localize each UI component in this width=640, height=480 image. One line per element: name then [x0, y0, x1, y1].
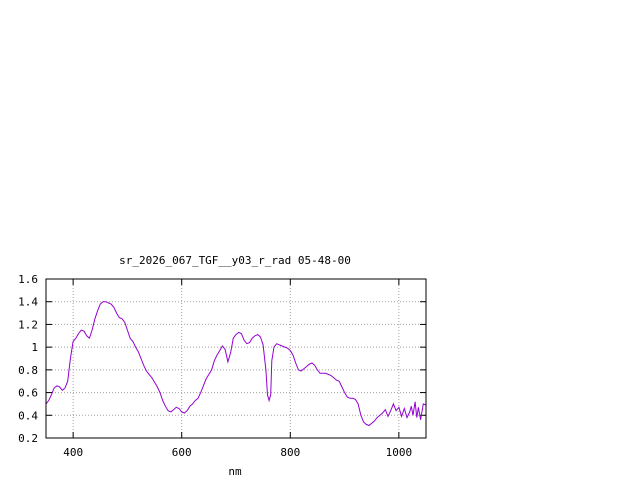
y-tick-label: 0.2 — [18, 432, 38, 445]
plot-frame — [45, 278, 427, 439]
y-tick-label: 0.4 — [18, 409, 38, 422]
y-axis-ticks: 0.2 0.4 0.6 0.8 1 1.2 1.4 1.6 — [18, 273, 426, 445]
x-tick-label: 1000 — [386, 446, 413, 459]
x-tick-label: 600 — [172, 446, 192, 459]
chart-title: sr_2026_067_TGF__y03_r_rad 05-48-00 — [119, 254, 351, 267]
x-axis-ticks: 400 600 800 1000 — [63, 279, 412, 459]
y-tick-label: 0.8 — [18, 364, 38, 377]
y-tick-label: 1.4 — [18, 296, 38, 309]
x-tick-label: 400 — [63, 446, 83, 459]
series-line — [45, 301, 427, 427]
y-tick-label: 0.6 — [18, 387, 38, 400]
grid-lines — [46, 279, 426, 438]
y-tick-label: 1.6 — [18, 273, 38, 286]
y-tick-label: 1.2 — [18, 318, 38, 331]
x-tick-label: 800 — [280, 446, 300, 459]
x-axis-label: nm — [228, 465, 242, 478]
y-tick-label: 1 — [31, 341, 38, 354]
